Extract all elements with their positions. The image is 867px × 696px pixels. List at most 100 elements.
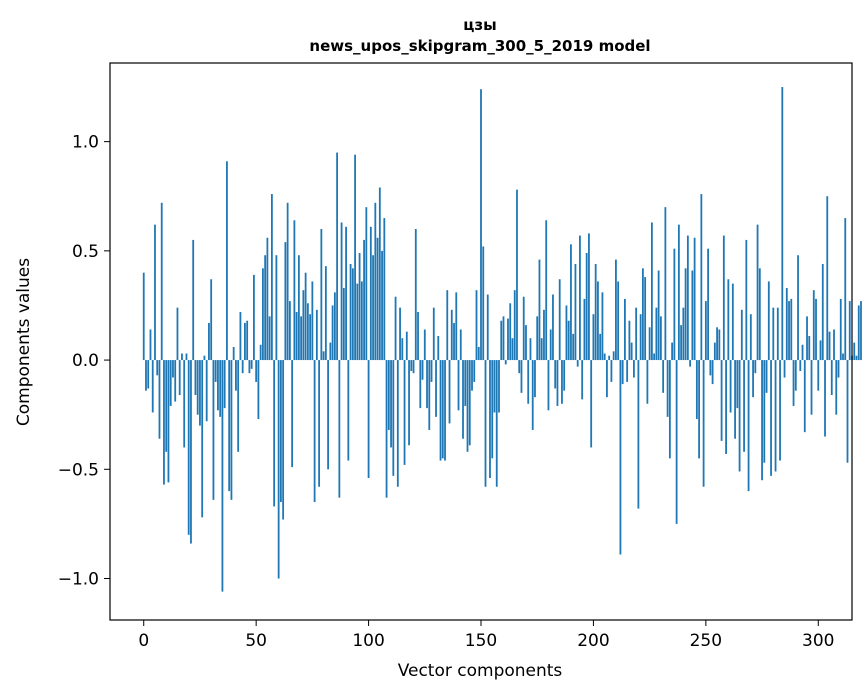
bar-component-127	[428, 360, 431, 430]
bar-component-139	[455, 292, 458, 361]
bar-component-245	[693, 237, 696, 361]
bar-component-294	[803, 360, 806, 433]
bar-component-15	[176, 307, 179, 361]
bar-component-168	[520, 360, 523, 393]
bar-component-233	[666, 360, 669, 417]
bar-component-61	[279, 360, 282, 503]
bar-component-6	[156, 360, 159, 376]
bar-component-308	[835, 360, 838, 415]
bar-component-289	[792, 360, 795, 406]
bar-component-165	[513, 290, 516, 361]
bar-component-163	[509, 303, 512, 361]
bar-component-229	[657, 270, 660, 361]
bar-component-235	[671, 342, 674, 361]
y-tick-label: 1.0	[72, 133, 99, 153]
bar-component-53	[262, 268, 264, 361]
bar-component-270	[749, 314, 752, 361]
bar-component-117	[405, 331, 408, 361]
bar-component-27	[203, 355, 206, 361]
bar-component-70	[300, 316, 303, 361]
bar-component-95	[356, 283, 359, 361]
bar-component-25	[199, 360, 201, 426]
bar-component-161	[504, 360, 507, 365]
bar-component-175	[536, 316, 539, 361]
bar-component-247	[698, 360, 700, 459]
bar-component-80	[322, 351, 325, 361]
bar-component-318	[857, 305, 860, 361]
bar-component-105	[378, 187, 381, 361]
bar-component-116	[403, 360, 406, 465]
bar-component-177	[540, 338, 543, 361]
bar-component-311	[842, 353, 844, 361]
bar-component-265	[738, 360, 741, 472]
bar-component-216	[628, 320, 631, 361]
bar-component-83	[329, 342, 332, 361]
bar-component-138	[453, 322, 455, 361]
bar-component-286	[785, 287, 788, 361]
bar-component-14	[174, 360, 177, 402]
bar-component-172	[529, 338, 532, 361]
bar-component-271	[752, 360, 754, 398]
bar-component-141	[459, 329, 462, 361]
bar-component-319	[860, 301, 862, 361]
bar-component-100	[367, 360, 370, 479]
bar-component-164	[511, 338, 514, 361]
bar-component-288	[790, 298, 793, 361]
bar-component-166	[516, 189, 518, 361]
bar-component-208	[610, 360, 613, 382]
bar-component-60	[277, 360, 280, 579]
bar-component-179	[545, 220, 548, 361]
bar-component-77	[315, 309, 318, 361]
bar-component-241	[684, 268, 687, 361]
bar-component-274	[758, 268, 761, 361]
bar-component-184	[556, 360, 559, 406]
bar-component-238	[677, 224, 680, 361]
bar-component-306	[830, 360, 833, 396]
bar-component-263	[734, 360, 736, 439]
bar-component-305	[828, 331, 831, 361]
bar-component-108	[385, 360, 388, 498]
bar-component-42	[237, 360, 240, 452]
bar-component-75	[311, 281, 314, 361]
bar-component-112	[394, 296, 397, 361]
bar-component-202	[597, 281, 599, 361]
bar-component-291	[797, 255, 799, 361]
bar-component-316	[853, 342, 856, 361]
bar-component-131	[437, 336, 440, 361]
bar-component-55	[266, 237, 269, 361]
bar-component-205	[603, 353, 606, 361]
bar-component-197	[585, 253, 588, 361]
bar-component-150	[480, 89, 482, 361]
bar-component-47	[248, 360, 251, 374]
bar-component-248	[700, 194, 703, 361]
bar-component-201	[594, 263, 597, 361]
bar-component-249	[702, 360, 705, 487]
bar-component-98	[363, 239, 365, 361]
bar-component-99	[365, 207, 368, 361]
bar-component-134	[444, 360, 446, 461]
bar-component-203	[599, 333, 602, 361]
bar-component-264	[736, 360, 739, 409]
bar-component-224	[646, 360, 649, 404]
bar-component-92	[349, 263, 352, 361]
bar-component-132	[439, 360, 442, 461]
bar-component-198	[588, 233, 590, 361]
bar-component-221	[639, 314, 642, 361]
bar-component-302	[821, 263, 824, 361]
bar-component-146	[471, 360, 473, 391]
bar-component-65	[288, 301, 291, 361]
bar-component-273	[756, 224, 759, 361]
bar-component-23	[194, 360, 197, 396]
bar-component-76	[313, 360, 316, 503]
bar-component-113	[396, 360, 399, 487]
bar-component-45	[244, 322, 246, 361]
x-axis-label: Vector components	[398, 661, 563, 681]
bar-component-114	[399, 307, 401, 361]
bar-component-143	[464, 360, 467, 406]
bar-component-298	[812, 290, 815, 361]
x-tick-label: 100	[352, 631, 384, 651]
bar-component-213	[621, 360, 624, 385]
bar-component-281	[774, 360, 777, 472]
bar-component-86	[336, 152, 338, 361]
